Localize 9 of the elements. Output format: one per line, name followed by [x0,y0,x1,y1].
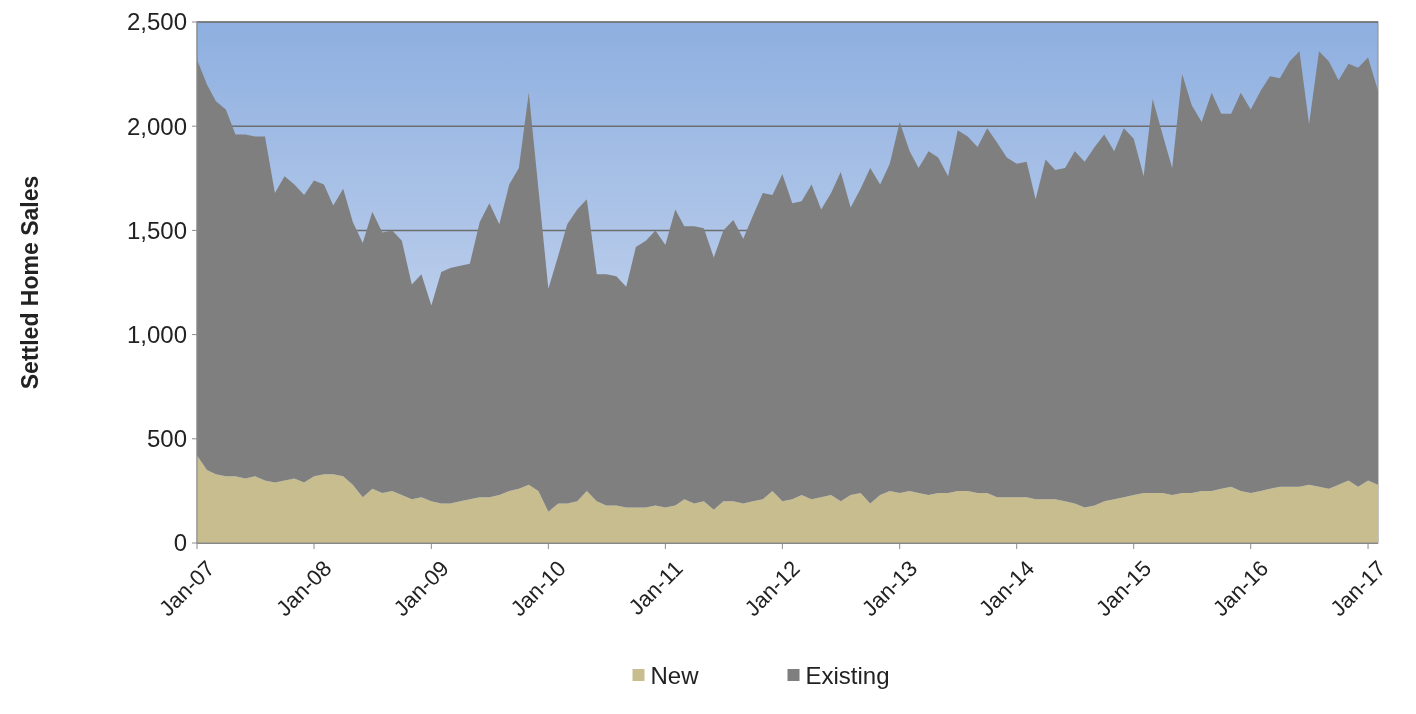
legend-label: Existing [805,662,890,690]
y-tick-label: 1,500 [126,216,187,244]
legend-label: New [650,662,700,690]
y-tick-label: 0 [173,529,187,557]
y-tick-label: 1,000 [126,321,187,348]
y-axis-title: Settled Home Sales [17,175,43,390]
y-tick-label: 2,000 [126,112,187,140]
y-tick-label: 500 [146,425,187,453]
y-tick-label: 2,500 [126,8,187,36]
